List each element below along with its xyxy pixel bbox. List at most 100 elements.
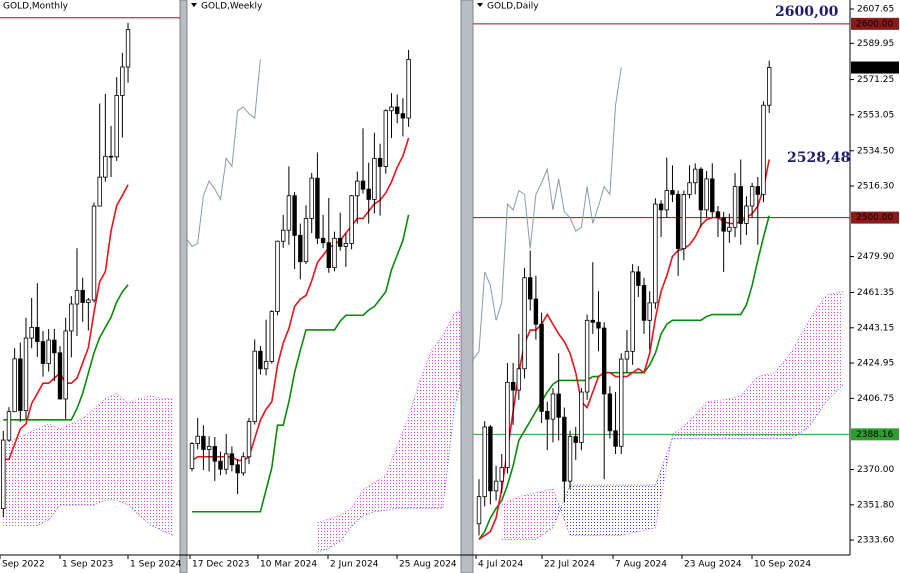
ichimoku-cloud — [442, 313, 455, 509]
candle-body — [263, 361, 269, 370]
annotation: 2600,00 — [775, 4, 839, 20]
pane-splitter[interactable] — [460, 0, 474, 573]
candle-body — [658, 203, 664, 211]
candle-body — [343, 243, 349, 247]
candle-body — [212, 446, 217, 462]
candle-body — [505, 381, 510, 469]
menu-triangle — [477, 3, 483, 7]
price-level-tag — [851, 211, 899, 224]
candle-body — [539, 323, 544, 412]
chikou-line — [473, 67, 622, 372]
ichimoku-cloud — [638, 485, 656, 532]
ichimoku-cloud — [351, 489, 363, 527]
candle-body — [704, 178, 709, 211]
candle-body — [303, 218, 309, 263]
candle-body — [516, 368, 522, 391]
ichimoku-cloud — [454, 309, 461, 410]
candle-body — [206, 446, 212, 450]
ichimoku-cloud — [116, 393, 129, 506]
candle-body — [201, 435, 206, 450]
candle-body — [749, 186, 755, 207]
annotation: 2528,48 — [787, 150, 850, 166]
time-label: 10 Mar 2024 — [260, 560, 317, 570]
candle-body — [493, 480, 499, 492]
ichimoku-cloud — [420, 350, 432, 509]
candle-body — [510, 381, 516, 391]
candle-body — [189, 443, 195, 469]
time-label: 17 Dec 2023 — [192, 560, 250, 570]
price-tick-label: 2424.95 — [857, 359, 894, 369]
current-price-label: 2577.45 — [856, 63, 893, 73]
candle-body — [114, 95, 119, 158]
candle-body — [664, 190, 669, 211]
ichimoku-cloud — [408, 379, 420, 509]
ichimoku-cloud — [757, 372, 775, 439]
chikou-line — [187, 59, 261, 247]
ichimoku-cloud — [723, 395, 741, 439]
ichimoku-cloud — [501, 496, 519, 540]
ichimoku-cloud — [655, 434, 673, 528]
ichimoku-cloud — [139, 395, 151, 526]
pane-title: GOLD,Monthly — [3, 2, 69, 12]
pane-title: GOLD,Weekly — [201, 2, 263, 12]
candle-body — [693, 168, 698, 184]
candle-body — [533, 298, 539, 325]
candle-body — [12, 358, 17, 413]
ichimoku-cloud — [71, 418, 83, 506]
candle-body — [366, 188, 371, 200]
candle-body — [46, 339, 51, 364]
price-tick-label: 2516.30 — [857, 182, 894, 192]
candle-body — [29, 326, 34, 339]
chart-pane — [473, 23, 850, 540]
ichimoku-cloud — [385, 445, 398, 511]
time-label: 1 Sep 2023 — [62, 560, 113, 570]
ichimoku-cloud — [518, 492, 536, 540]
candle-body — [630, 271, 635, 352]
candle-body — [732, 186, 738, 228]
candle-body — [545, 411, 550, 420]
chart-pane — [0, 17, 180, 536]
candle-body — [601, 327, 607, 395]
ichimoku-cloud — [105, 393, 117, 500]
price-tick-label: 2351.80 — [857, 500, 894, 510]
time-label: 1 Sep 2024 — [130, 560, 182, 570]
ichimoku-cloud — [128, 398, 140, 516]
ichimoku-cloud — [14, 433, 26, 526]
candle-body — [86, 299, 91, 303]
price-tick-label: 2607.65 — [857, 5, 894, 15]
candle-body — [360, 180, 366, 190]
price-tick-label: 2534.50 — [857, 146, 894, 156]
candle-body — [653, 203, 658, 304]
chart-pane — [187, 49, 461, 553]
price-level-tag — [851, 428, 899, 441]
candle-body — [125, 29, 131, 68]
candle-body — [35, 326, 40, 343]
candle-body — [681, 193, 687, 250]
candle-body — [710, 178, 715, 213]
price-tick-label: 2406.75 — [857, 394, 894, 404]
candle-body — [647, 302, 652, 321]
candle-body — [74, 289, 80, 305]
current-price-tag — [851, 61, 899, 74]
price-tick-label: 2479.90 — [857, 252, 894, 262]
candle-body — [63, 330, 68, 400]
ichimoku-cloud — [774, 351, 792, 439]
ichimoku-cloud — [706, 399, 724, 439]
ichimoku-cloud — [162, 398, 174, 536]
candle-body — [91, 205, 97, 301]
candle-body — [269, 311, 274, 362]
candle-body — [636, 271, 641, 286]
cloud-edge — [3, 499, 174, 536]
pane-splitter[interactable] — [179, 0, 188, 573]
candle-body — [235, 464, 240, 474]
ichimoku-cloud — [809, 295, 827, 427]
menu-triangle — [191, 3, 197, 7]
price-level-tag — [851, 17, 899, 30]
price-tick-label: 2461.35 — [857, 288, 894, 298]
candle-body — [406, 58, 411, 119]
candle-body — [337, 237, 343, 247]
candle-body — [394, 106, 400, 115]
candle-body — [675, 193, 681, 250]
ichimoku-cloud — [604, 485, 622, 536]
candle-body — [698, 168, 704, 211]
